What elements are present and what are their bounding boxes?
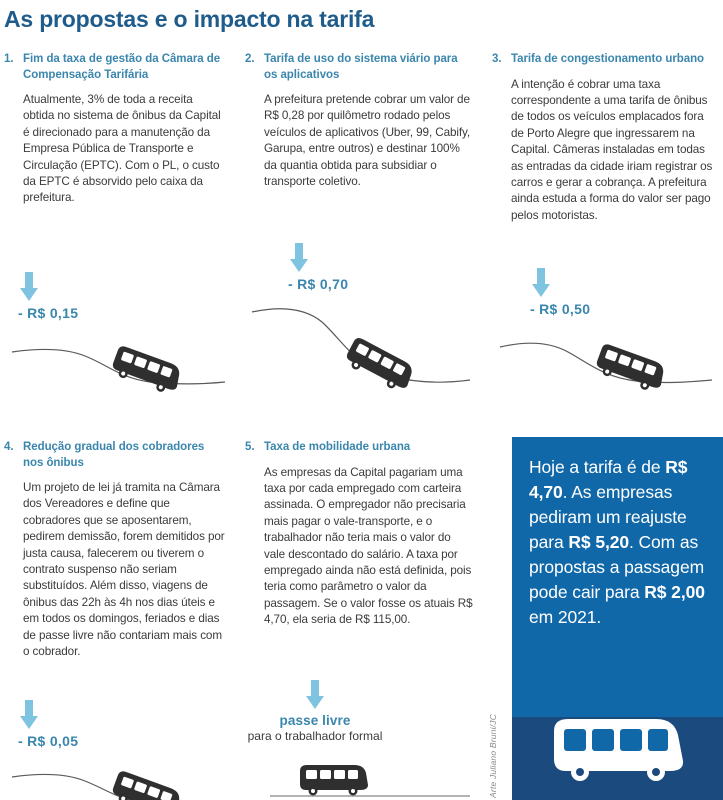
arrow-down-icon [20,272,38,301]
proposal-body-3: A intenção é cobrar uma taxa corresponde… [511,77,713,222]
proposal-block-5: 5. Taxa de mobilidade urbana As empresas… [245,440,473,629]
proposal-title-2: Tarifa de uso do sistema viário para os … [264,53,458,81]
proposal-body-2: A prefeitura pretende cobrar um valor de… [264,93,471,189]
arrow-down-icon [532,268,550,297]
bus-icon-5 [300,765,368,796]
bus-icon-3 [596,344,664,390]
panel-projected-fare: R$ 2,00 [644,582,705,602]
proposal-heading-3: 3. Tarifa de congestionamento urbano [492,52,718,68]
impact-value-4: - R$ 0,05 [18,733,79,749]
panel-bus-graphic [550,717,686,786]
proposal-title-4: Redução gradual dos cobradores nos ônibu… [23,441,205,469]
proposal-heading-5: 5. Taxa de mobilidade urbana [245,440,473,456]
impact-indicator-3: - R$ 0,50 [530,268,590,317]
proposal-heading-2: 2. Tarifa de uso do sistema viário para … [245,52,473,83]
proposal-number-1: 1. [4,53,14,65]
road-curve-1 [11,348,226,385]
impact-sublabel-5: para o trabalhador formal [247,729,383,743]
proposal-block-3: 3. Tarifa de congestionamento urbano A i… [492,52,718,224]
impact-indicator-5: passe livre para o trabalhador formal [245,680,385,744]
panel-line-3: . Com as propostas a passagem pode cair … [529,532,705,602]
bus-icon-2 [346,337,412,389]
fare-summary-panel: Hoje a tarifa é de R$ 4,70. As empresas … [512,437,723,800]
panel-line-4: em 2021. [529,607,602,627]
proposal-block-4: 4. Redução gradual dos cobradores nos ôn… [4,440,226,660]
proposal-title-3: Tarifa de congestionamento urbano [511,53,705,65]
art-credit: Arte Juliano Bruni/JC [488,713,498,798]
bus-icon-panel [554,719,684,781]
proposal-body-5: As empresas da Capital pagariam uma taxa… [264,465,473,627]
proposal-number-3: 3. [492,53,502,65]
fare-summary-text: Hoje a tarifa é de R$ 4,70. As empresas … [529,455,711,630]
road-scene-4 [10,757,230,800]
bus-icon-1 [112,346,180,392]
arrow-down-icon [290,243,308,272]
impact-value-3: - R$ 0,50 [530,301,591,317]
impact-indicator-4: - R$ 0,05 [18,700,78,749]
proposal-number-4: 4. [4,441,14,453]
panel-line-2: . As empresas pediram um reajuste para [529,482,687,552]
impact-value-1: - R$ 0,15 [18,305,79,321]
road-curve-4 [11,773,132,800]
proposal-block-1: 1. Fim da taxa de gestão da Câmara de Co… [4,52,226,207]
bus-icon-4 [112,771,180,800]
panel-requested-fare: R$ 5,20 [568,532,629,552]
proposal-title-5: Taxa de mobilidade urbana [264,441,411,453]
road-scene-2 [250,298,475,393]
proposal-body-4: Um projeto de lei já tramita na Câmara d… [23,481,225,659]
road-curve-3 [499,342,713,384]
panel-line-1: Hoje a tarifa é de [529,457,661,477]
proposal-heading-4: 4. Redução gradual dos cobradores nos ôn… [4,440,226,471]
page-title: As propostas e o impacto na tarifa [4,6,375,32]
panel-current-fare: R$ 4,70 [529,457,688,502]
impact-indicator-2: - R$ 0,70 [288,243,348,292]
impact-value-2: - R$ 0,70 [288,276,349,292]
road-scene-5 [270,760,470,800]
proposal-number-5: 5. [245,441,255,453]
proposal-heading-1: 1. Fim da taxa de gestão da Câmara de Co… [4,52,226,83]
proposal-body-1: Atualmente, 3% de toda a receita obtida … [23,93,221,205]
road-scene-3 [498,325,716,390]
impact-indicator-1: - R$ 0,15 [18,272,78,321]
arrow-down-icon [20,700,38,729]
proposal-title-1: Fim da taxa de gestão da Câmara de Compe… [23,53,221,81]
arrow-down-icon [306,680,324,709]
impact-label-5: passe livre [279,713,351,728]
road-scene-1 [10,330,230,392]
proposal-block-2: 2. Tarifa de uso do sistema viário para … [245,52,473,190]
proposal-number-2: 2. [245,53,255,65]
